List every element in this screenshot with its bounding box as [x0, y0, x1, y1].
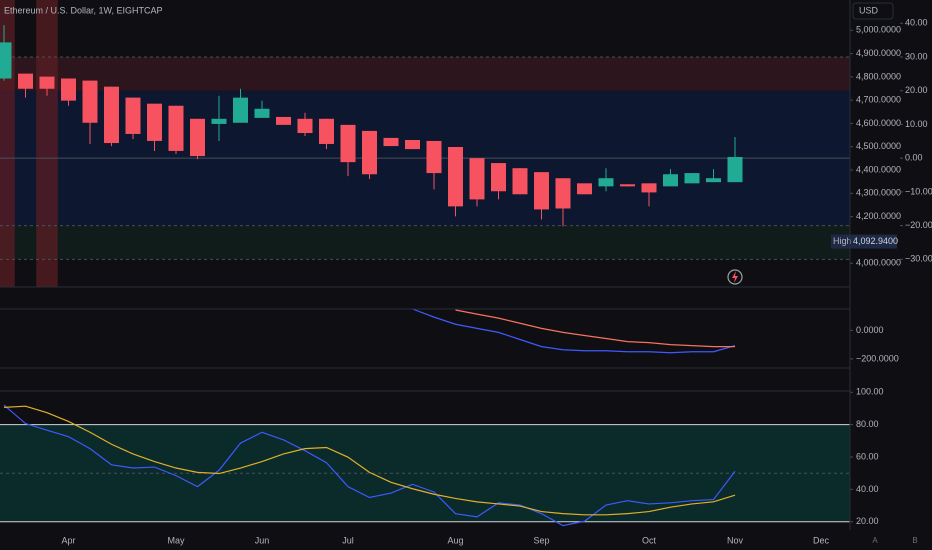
y2-tick-label: 0.00 — [905, 153, 923, 163]
candle-body — [0, 42, 12, 79]
y2-tick-label: −10.00 — [905, 186, 932, 196]
candle-body — [319, 118, 334, 144]
indicator-line — [3, 404, 736, 527]
y-tick-label: 5,000.0000 — [856, 25, 901, 35]
y-tick-label: 4,600.0000 — [856, 118, 901, 128]
y2-tick-label: 40.00 — [905, 18, 928, 28]
currency-label[interactable]: USD — [859, 5, 879, 15]
y-tick-label: 4,200.0000 — [856, 211, 901, 221]
candle-body — [190, 118, 205, 157]
candle-body — [405, 140, 420, 150]
candle-body — [211, 118, 227, 124]
chart-title: Ethereum / U.S. Dollar, 1W, EIGHTCAP — [4, 5, 163, 15]
candle-body — [512, 168, 528, 195]
y-tick-label: 4,400.0000 — [856, 164, 901, 174]
y-tick-label: 4,500.0000 — [856, 141, 901, 151]
x-tick-label: Jun — [255, 535, 270, 545]
annotation-box — [831, 234, 897, 249]
y-tick-label: 20.00 — [856, 516, 879, 526]
candle-body — [61, 78, 76, 101]
candle-body — [491, 163, 506, 192]
zone-band — [0, 56, 850, 91]
indicator-line — [455, 309, 735, 348]
candle-body — [448, 146, 463, 207]
x-tick-label: Aug — [447, 535, 463, 545]
candle-body — [426, 140, 442, 174]
candle-body — [641, 183, 657, 193]
candle-body — [555, 178, 571, 209]
y-tick-label: 100.00 — [856, 387, 884, 397]
x-tick-label: Oct — [642, 535, 657, 545]
x-tick-label: May — [167, 535, 185, 545]
candle-body — [620, 184, 635, 187]
x-tick-label: Dec — [813, 535, 830, 545]
candle-body — [18, 73, 33, 89]
y-tick-label: 4,800.0000 — [856, 71, 901, 81]
y2-tick-label: −20.00 — [905, 220, 932, 230]
candle-body — [82, 80, 98, 123]
scale-button[interactable]: A — [872, 536, 878, 545]
currency-button[interactable] — [852, 2, 894, 20]
candle-body — [147, 103, 162, 141]
candle-body — [340, 124, 356, 163]
y2-tick-label: 10.00 — [905, 119, 928, 129]
zone-band — [0, 225, 850, 260]
candle-body — [254, 108, 270, 118]
y-tick-label: 4,000.0000 — [856, 258, 901, 268]
indicator-line — [412, 308, 736, 354]
candle-body — [362, 130, 377, 175]
y-tick-label: 4,300.0000 — [856, 188, 901, 198]
y-tick-label: −200.0000 — [856, 353, 899, 363]
candle-body — [727, 157, 743, 183]
candle-body — [125, 97, 141, 134]
y2-tick-label: 20.00 — [905, 85, 928, 95]
candle-body — [534, 172, 549, 210]
candle-body — [684, 173, 700, 184]
candle-body — [168, 105, 184, 151]
x-tick-label: Nov — [727, 535, 744, 545]
y-tick-label: 40.00 — [856, 484, 879, 494]
scale-button[interactable]: B — [912, 536, 917, 545]
candle-body — [276, 116, 291, 125]
x-tick-label: Apr — [61, 535, 75, 545]
y-tick-label: 60.00 — [856, 451, 879, 461]
indicator-line — [3, 405, 736, 516]
candle-body — [297, 118, 313, 134]
y2-tick-label: −30.00 — [905, 254, 932, 264]
x-tick-label: Jul — [342, 535, 354, 545]
candle-body — [577, 183, 592, 195]
x-tick-label: Sep — [533, 535, 549, 545]
candle-body — [104, 86, 119, 144]
y-tick-label: 0.0000 — [856, 325, 884, 335]
candle-body — [663, 174, 678, 187]
candle-body — [706, 178, 721, 183]
y-tick-label: 4,700.0000 — [856, 95, 901, 105]
highlight-column — [36, 0, 58, 287]
lightning-icon — [727, 269, 743, 285]
candle-body — [383, 137, 399, 147]
annotation-value: 4,092.9400 — [853, 236, 898, 246]
y2-tick-label: 30.00 — [905, 51, 928, 61]
candle-body — [233, 97, 248, 123]
candle-body — [598, 178, 614, 187]
candle-body — [469, 158, 485, 200]
annotation-label: High — [833, 236, 852, 246]
y-tick-label: 4,900.0000 — [856, 48, 901, 58]
y-tick-label: 80.00 — [856, 419, 879, 429]
candle-body — [39, 76, 55, 89]
